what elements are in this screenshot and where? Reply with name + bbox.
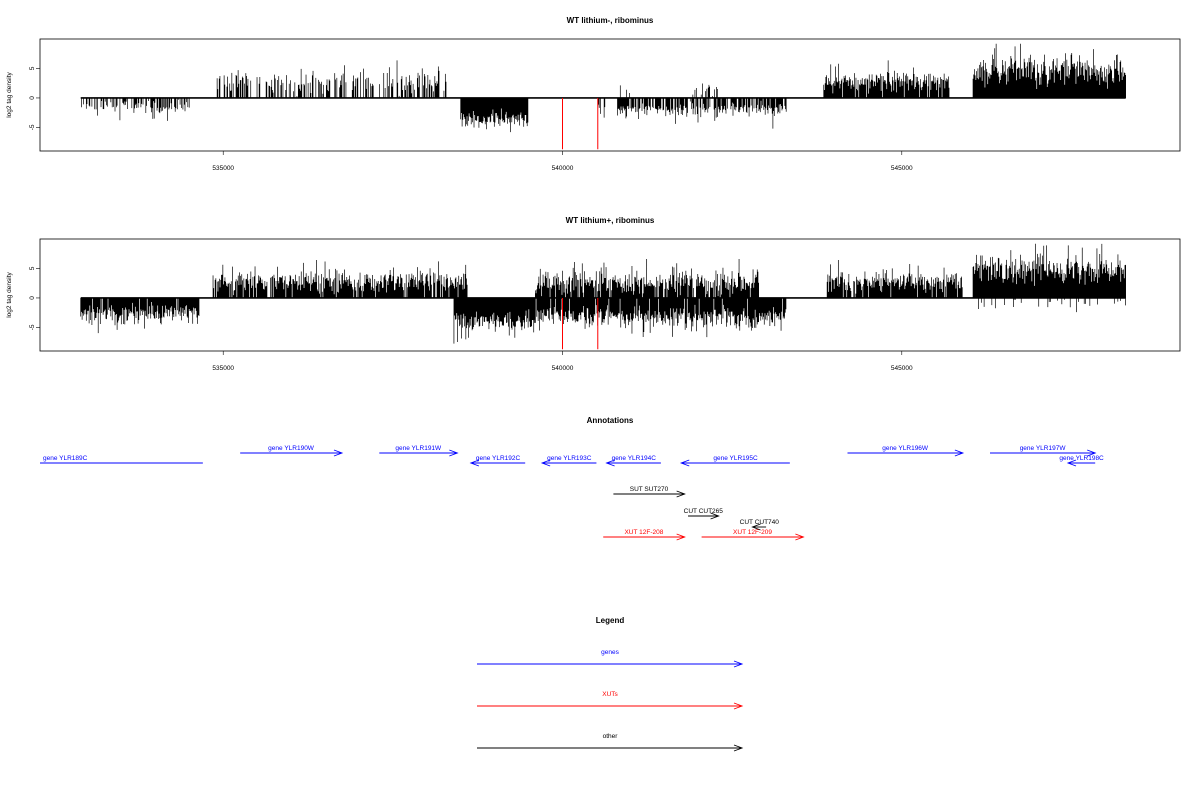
feature-arrow-head xyxy=(676,533,686,541)
feature-label: gene YLR195C xyxy=(713,455,758,462)
feature-arrow-head xyxy=(954,449,965,457)
feature-arrow-head xyxy=(1066,459,1077,467)
coverage-bars-forward xyxy=(216,60,447,98)
feature-label: XUT 12F-209 xyxy=(733,529,772,536)
annotations-title: Annotations xyxy=(587,416,634,425)
y-tick-label: 5 xyxy=(29,266,36,270)
feature-arrow-head xyxy=(751,523,761,531)
legend-title: Legend xyxy=(596,616,625,625)
coverage-bars-reverse xyxy=(453,297,536,344)
feature-arrow-head xyxy=(469,459,480,467)
feature-arrow-head xyxy=(710,512,720,520)
annotations-panel: Annotations gene YLR189C gene YLR190W gene… xyxy=(40,416,1104,541)
coverage-bars-forward xyxy=(823,60,950,98)
feature-label: CUT CUT740 xyxy=(740,519,780,526)
track-title: WT lithium-, ribominus xyxy=(567,16,654,25)
feature-label: gene YLR194C xyxy=(612,455,657,462)
coverage-bars-forward xyxy=(212,259,468,298)
coverage-bars-forward xyxy=(619,85,630,98)
feature-label: CUT CUT265 xyxy=(684,508,724,515)
coverage-bars-reverse xyxy=(80,297,200,334)
coverage-bars-reverse xyxy=(460,97,529,133)
x-tick-label: 540000 xyxy=(552,365,574,372)
coverage-bars-forward xyxy=(692,83,718,98)
y-tick-label: -5 xyxy=(29,324,36,330)
y-tick-label: 5 xyxy=(29,66,36,70)
coverage-bars-forward xyxy=(826,260,963,298)
feature-label: gene YLR198C xyxy=(1059,455,1104,462)
y-axis-label: log2 tag density xyxy=(6,271,13,317)
feature-arrow-head xyxy=(676,490,686,498)
feature-arrow-head xyxy=(1087,449,1097,457)
coverage-bars-reverse xyxy=(978,297,1126,313)
coverage-bars-forward xyxy=(535,258,760,298)
track-title: WT lithium+, ribominus xyxy=(566,216,655,225)
legend-label: XUTs xyxy=(602,691,618,698)
feature-label: gene YLR197W xyxy=(1020,445,1067,452)
feature-label: gene YLR189C xyxy=(43,455,88,462)
feature-label: gene YLR192C xyxy=(476,455,521,462)
feature-arrow-head xyxy=(540,459,551,467)
feature-label: SUT SUT270 xyxy=(630,486,669,493)
feature-arrow-head xyxy=(333,449,344,457)
legend-arrow-head xyxy=(733,702,744,710)
coverage-bars-reverse xyxy=(617,97,787,129)
legend-arrow-head xyxy=(733,744,744,752)
x-tick-label: 535000 xyxy=(212,165,234,172)
feature-arrow-head xyxy=(795,533,805,541)
legend-arrow-head xyxy=(733,660,744,668)
y-tick-label: 0 xyxy=(29,296,36,300)
y-tick-label: -5 xyxy=(29,124,36,130)
x-tick-label: 545000 xyxy=(891,165,913,172)
feature-arrow-head xyxy=(449,449,459,457)
coverage-bars-forward xyxy=(972,243,1126,298)
coverage-bars-forward xyxy=(972,43,1126,98)
legend-label: other xyxy=(603,733,619,740)
feature-arrow-head xyxy=(605,459,615,467)
legend-label: genes xyxy=(601,649,619,656)
track-lithium-minus: WT lithium-, ribominus log2 tag density … xyxy=(6,16,1181,172)
x-tick-label: 545000 xyxy=(891,365,913,372)
feature-label: gene YLR193C xyxy=(547,455,592,462)
legend-panel: Legend genes XUTs other xyxy=(477,616,744,752)
feature-label: gene YLR190W xyxy=(268,445,315,452)
coverage-bars-reverse xyxy=(535,297,787,338)
feature-arrow-head xyxy=(679,459,690,467)
y-axis-label: log2 tag density xyxy=(6,71,13,117)
plot-frame xyxy=(39,238,1181,352)
feature-label: gene YLR191W xyxy=(395,445,442,452)
feature-label: gene YLR196W xyxy=(882,445,929,452)
x-tick-label: 540000 xyxy=(552,165,574,172)
coverage-bars-reverse xyxy=(81,97,190,121)
feature-label: XUT 12F-208 xyxy=(624,529,663,536)
y-tick-label: 0 xyxy=(29,96,36,100)
track-lithium-plus: WT lithium+, ribominus log2 tag density … xyxy=(6,216,1181,372)
x-tick-label: 535000 xyxy=(212,365,234,372)
plot-frame xyxy=(39,38,1181,152)
